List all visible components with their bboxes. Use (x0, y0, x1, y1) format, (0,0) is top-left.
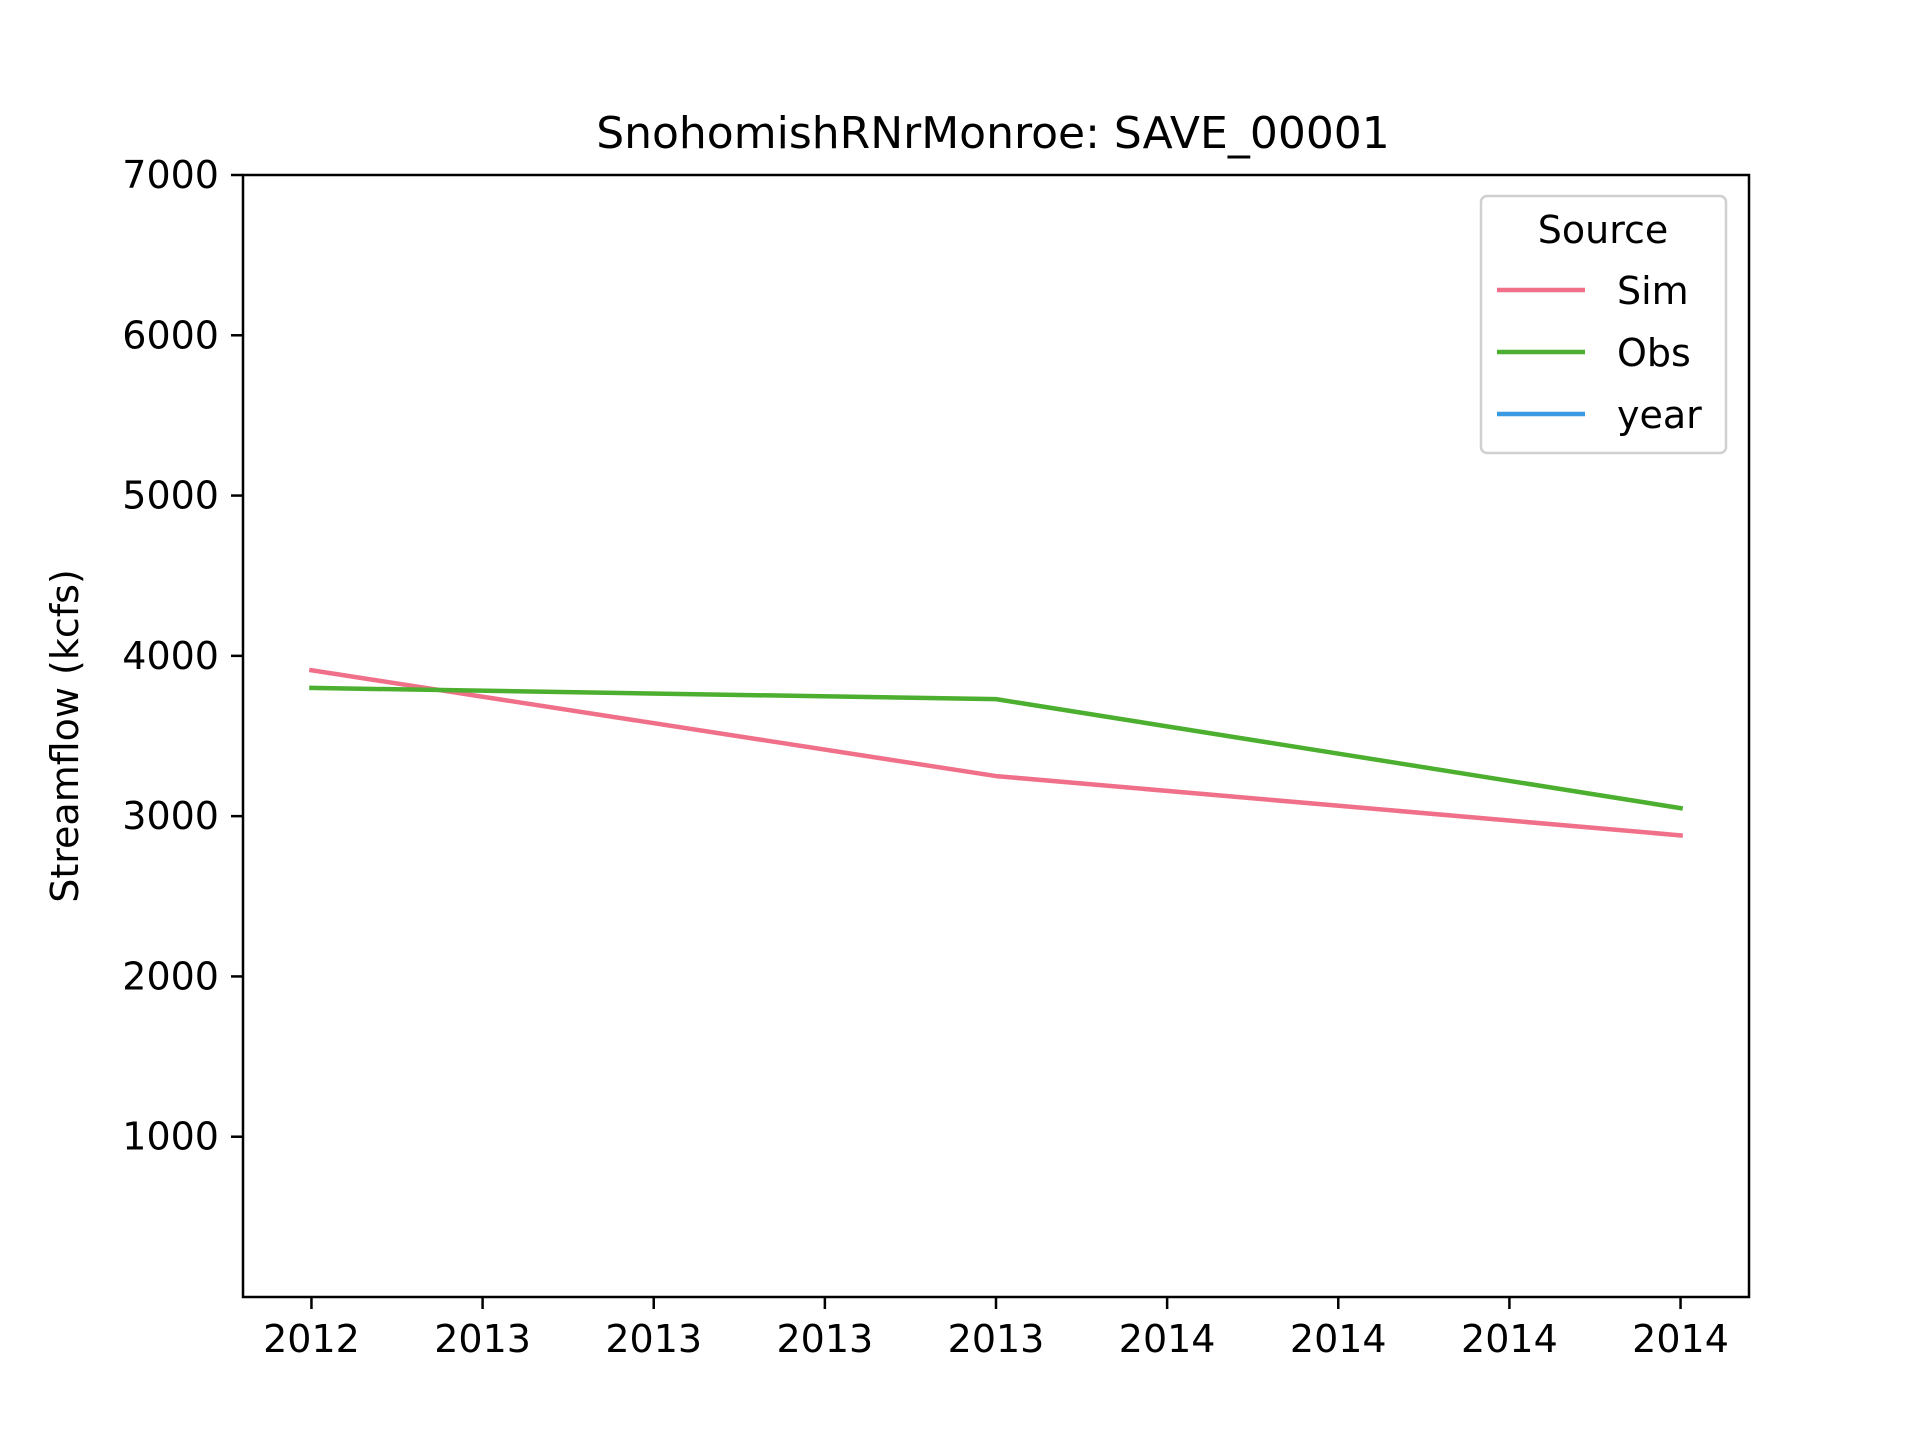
y-tick-label: 5000 (122, 474, 219, 518)
x-tick-label: 2014 (1290, 1317, 1387, 1361)
x-tick-label: 2012 (263, 1317, 360, 1361)
legend-label-obs: Obs (1617, 331, 1691, 375)
y-axis-label: Streamflow (kcfs) (43, 569, 87, 903)
x-tick-label: 2013 (948, 1317, 1045, 1361)
legend: Source Sim Obs year (1479, 194, 1728, 455)
series-line-obs (309, 685, 1684, 811)
x-tick-label: 2014 (1119, 1317, 1216, 1361)
y-tick-label: 6000 (122, 313, 219, 357)
legend-label-year: year (1617, 393, 1702, 437)
y-tick-label: 2000 (122, 954, 219, 998)
y-axis: 1000 2000 3000 4000 5000 6000 7000 (122, 153, 243, 1159)
y-tick-label: 3000 (122, 794, 219, 838)
legend-box (1479, 194, 1728, 455)
legend-title: Source (1538, 208, 1669, 252)
x-tick-label: 2013 (777, 1317, 874, 1361)
y-tick-label: 4000 (122, 634, 219, 678)
x-axis: 2012 2013 2013 2013 2013 2014 2014 2014 2014 (263, 1297, 1729, 1361)
chart-title: SnohomishRNrMonroe: SAVE_00001 (596, 108, 1390, 159)
x-tick-label: 2013 (434, 1317, 531, 1361)
y-tick-label: 7000 (122, 153, 219, 197)
legend-label-sim: Sim (1617, 269, 1689, 313)
plot-area (308, 667, 1684, 838)
series-line-sim (308, 667, 1683, 838)
x-tick-label: 2014 (1461, 1317, 1558, 1361)
x-tick-label: 2013 (605, 1317, 702, 1361)
x-tick-label: 2014 (1632, 1317, 1729, 1361)
y-tick-label: 1000 (122, 1115, 219, 1159)
